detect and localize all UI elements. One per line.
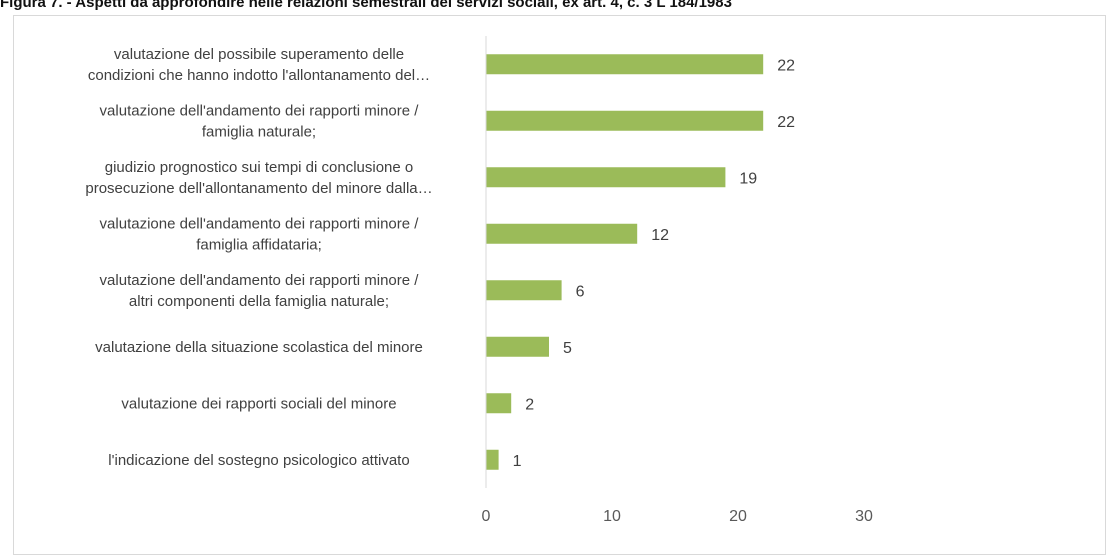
category-label-line: valutazione della situazione scolastica … — [95, 339, 423, 356]
category-label-line: famiglia naturale; — [202, 123, 316, 140]
category-label-6: valutazione dei rapporti sociali del min… — [121, 395, 396, 412]
category-label-line: giudizio prognostico sui tempi di conclu… — [105, 159, 414, 176]
x-tick-label-1: 10 — [603, 508, 621, 525]
category-label-1: valutazione dell'andamento dei rapporti … — [100, 102, 420, 140]
value-label-5: 5 — [563, 340, 572, 357]
category-label-3: valutazione dell'andamento dei rapporti … — [100, 215, 420, 253]
bar-3 — [486, 223, 638, 244]
x-tick-label-0: 0 — [482, 508, 491, 525]
category-label-line: famiglia affidataria; — [196, 236, 322, 253]
category-label-5: valutazione della situazione scolastica … — [95, 339, 423, 356]
bar-0 — [486, 54, 764, 75]
category-label-line: valutazione del possibile superamento de… — [114, 46, 404, 63]
bar-6 — [486, 393, 512, 414]
bar-1 — [486, 110, 764, 131]
bar-2 — [486, 167, 726, 188]
chart-title: Figura 7. - Aspetti da approfondire nell… — [0, 0, 732, 11]
category-label-2: giudizio prognostico sui tempi di conclu… — [85, 159, 432, 197]
x-tick-label-3: 30 — [855, 508, 873, 525]
value-label-2: 19 — [739, 170, 757, 187]
tick-labels-group: 0 10 20 30 — [482, 508, 873, 525]
category-label-line: prosecuzione dell'allontanamento del min… — [85, 180, 432, 197]
bar-4 — [486, 280, 562, 301]
bar-5 — [486, 336, 549, 357]
category-label-line: altri componenti della famiglia naturale… — [129, 293, 389, 310]
value-label-1: 22 — [777, 114, 795, 131]
value-labels-group: 22 22 19 12 6 5 2 1 — [513, 57, 795, 470]
category-labels-group: valutazione del possibile superamento de… — [85, 46, 432, 469]
x-tick-label-2: 20 — [729, 508, 747, 525]
category-label-line: valutazione dell'andamento dei rapporti … — [100, 272, 420, 289]
category-label-line: valutazione dell'andamento dei rapporti … — [100, 215, 420, 232]
value-label-3: 12 — [651, 227, 669, 244]
bars-group — [486, 54, 764, 470]
category-label-line: l'indicazione del sostegno psicologico a… — [108, 452, 409, 469]
value-label-4: 6 — [576, 283, 585, 300]
value-label-6: 2 — [525, 396, 534, 413]
category-label-line: valutazione dell'andamento dei rapporti … — [100, 102, 420, 119]
value-label-7: 1 — [513, 453, 522, 470]
category-label-0: valutazione del possibile superamento de… — [88, 46, 430, 84]
category-label-line: condizioni che hanno indotto l'allontana… — [88, 67, 430, 84]
category-label-4: valutazione dell'andamento dei rapporti … — [100, 272, 420, 310]
category-label-line: valutazione dei rapporti sociali del min… — [121, 395, 396, 412]
bar-chart: valutazione del possibile superamento de… — [85, 36, 873, 525]
value-label-0: 22 — [777, 57, 795, 74]
category-label-7: l'indicazione del sostegno psicologico a… — [108, 452, 409, 469]
bar-7 — [486, 449, 499, 470]
